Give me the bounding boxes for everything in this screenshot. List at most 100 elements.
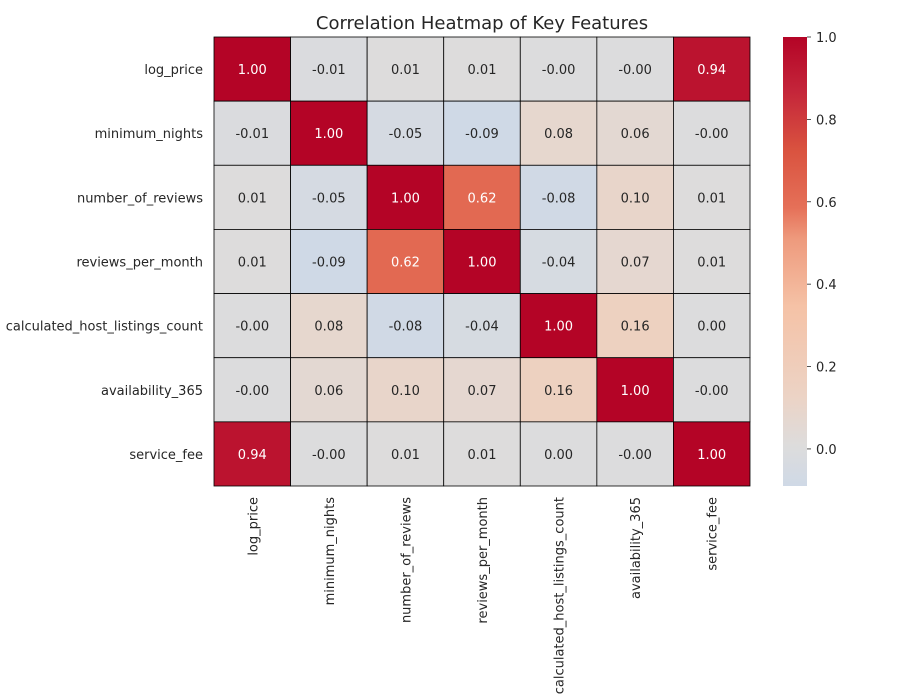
cell-annotation: -0.05: [389, 127, 423, 142]
y-tick-label: minimum_nights: [95, 127, 204, 142]
cell-annotation: 0.01: [238, 191, 267, 206]
cell-annotation: 1.00: [697, 448, 726, 463]
cell-annotation: -0.00: [312, 448, 346, 463]
colorbar-tick-label: 0.0: [816, 443, 837, 458]
heatmap-cell: [519, 357, 598, 423]
cell-annotation: 0.06: [314, 384, 343, 399]
cell-annotation: 1.00: [238, 63, 267, 78]
chart-title: Correlation Heatmap of Key Features: [316, 13, 648, 34]
cell-annotation: -0.01: [312, 63, 346, 78]
colorbar-tick-label: 0.2: [816, 361, 837, 376]
heatmap-cell: [213, 293, 291, 359]
heatmap-cells: [213, 36, 751, 487]
cell-annotation: -0.05: [312, 191, 346, 206]
x-tick-label: log_price: [246, 497, 261, 556]
heatmap-cell: [673, 421, 751, 487]
heatmap-cell: [443, 421, 521, 487]
x-tick-label: availability_365: [629, 497, 644, 599]
cell-annotation: 0.16: [544, 384, 573, 399]
heatmap-cell: [290, 164, 368, 230]
cell-annotation: -0.08: [542, 191, 576, 206]
cell-annotation: -0.00: [542, 63, 576, 78]
heatmap-cell: [443, 164, 521, 230]
colorbar-scale: [783, 37, 807, 486]
heatmap-cell: [366, 100, 445, 166]
cell-annotation: -0.08: [389, 320, 423, 335]
cell-annotation: -0.04: [542, 256, 576, 271]
cell-annotation: 0.94: [697, 63, 726, 78]
x-tick-label: minimum_nights: [323, 497, 338, 606]
colorbar-tick-label: 0.6: [816, 196, 837, 211]
cell-annotation: 0.01: [697, 191, 726, 206]
cell-annotation: 0.62: [468, 191, 497, 206]
cell-annotation: -0.04: [465, 320, 499, 335]
colorbar-tick-label: 0.4: [816, 278, 837, 293]
heatmap-cell: [213, 36, 291, 102]
heatmap-cell: [596, 100, 674, 166]
cell-annotation: -0.00: [235, 384, 269, 399]
heatmap-cell: [366, 421, 445, 487]
cell-annotation: 0.94: [238, 448, 267, 463]
heatmap-cell: [213, 357, 291, 423]
x-tick-label: reviews_per_month: [476, 497, 491, 624]
heatmap-cell: [443, 357, 521, 423]
cell-annotation: 0.07: [621, 256, 650, 271]
cell-annotation: 0.07: [468, 384, 497, 399]
cell-annotation: 0.01: [238, 256, 267, 271]
heatmap-cell: [596, 164, 674, 230]
cell-annotation: 0.62: [391, 256, 420, 271]
cell-annotation: -0.00: [618, 63, 652, 78]
heatmap-cell: [366, 164, 445, 230]
heatmap-cell: [673, 229, 751, 294]
heatmap-cell: [213, 229, 291, 294]
cell-annotation: 1.00: [391, 191, 420, 206]
cell-annotation: 0.00: [697, 320, 726, 335]
heatmap-cell: [290, 229, 368, 294]
x-tick-label: number_of_reviews: [399, 497, 414, 623]
cell-annotation: 0.01: [697, 256, 726, 271]
cell-annotation: -0.00: [618, 448, 652, 463]
colorbar-ticks: 0.0 0.2 0.4 0.6 0.8 1.0: [807, 31, 837, 458]
heatmap-cell: [213, 164, 291, 230]
cell-annotation: 0.16: [621, 320, 650, 335]
heatmap-cell: [213, 421, 291, 487]
cell-annotation: 0.10: [391, 384, 420, 399]
x-tick-label: service_fee: [706, 497, 721, 571]
cell-annotation: 0.08: [544, 127, 573, 142]
cell-annotation: 1.00: [621, 384, 650, 399]
heatmap-cell: [673, 164, 751, 230]
cell-annotation: 1.00: [468, 256, 497, 271]
cell-annotation: -0.00: [235, 320, 269, 335]
cell-annotation: -0.00: [695, 127, 729, 142]
heatmap-cell: [519, 421, 598, 487]
y-tick-label: log_price: [144, 63, 203, 78]
cell-annotation: -0.09: [312, 256, 346, 271]
heatmap-cell: [443, 229, 521, 294]
heatmap-cell: [596, 229, 674, 294]
y-tick-label: calculated_host_listings_count: [6, 320, 203, 335]
colorbar: 0.0 0.2 0.4 0.6 0.8 1.0: [783, 31, 837, 486]
cell-annotation: 0.01: [468, 63, 497, 78]
heatmap-cell: [290, 36, 368, 102]
heatmap-cell: [443, 36, 521, 102]
y-tick-labels: log_price minimum_nights number_of_reviews…: [6, 63, 203, 463]
cell-annotation: -0.09: [465, 127, 499, 142]
cell-annotation: 0.00: [544, 448, 573, 463]
cell-annotation: -0.00: [695, 384, 729, 399]
heatmap-cell: [519, 100, 598, 166]
heatmap-cell: [673, 293, 751, 359]
colorbar-tick-label: 0.8: [816, 113, 837, 128]
cell-annotation: 0.01: [391, 448, 420, 463]
cell-annotation: -0.01: [235, 127, 269, 142]
x-tick-labels: log_price minimum_nights number_of_reviews…: [246, 497, 720, 694]
heatmap-cell: [366, 357, 445, 423]
heatmap-cell: [213, 100, 291, 166]
colorbar-tick-label: 1.0: [816, 31, 837, 46]
heatmap-cell: [366, 293, 445, 359]
heatmap-cell: [673, 100, 751, 166]
heatmap-cell: [673, 357, 751, 423]
heatmap-cell: [519, 164, 598, 230]
heatmap-cell: [596, 36, 674, 102]
cell-annotation: 0.06: [621, 127, 650, 142]
